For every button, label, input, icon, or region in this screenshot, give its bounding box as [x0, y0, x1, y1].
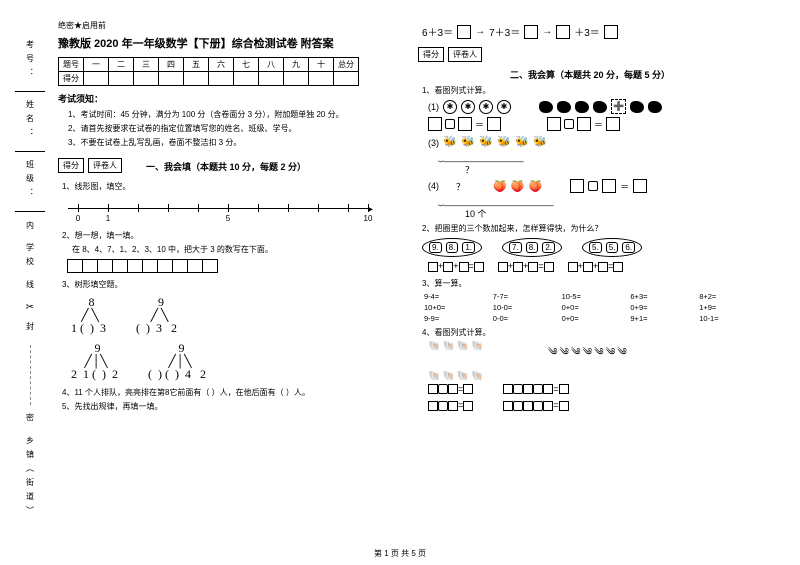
- notice-item: 3、不要在试卷上乱写乱画，卷面不整洁扣 3 分。: [68, 137, 402, 148]
- section-1-title: 一、我会填（本题共 10 分，每题 2 分）: [146, 160, 306, 173]
- seal-feng: 封: [25, 322, 36, 336]
- question-2-text: 在 8、4、7、1、2、3、10 中，把大于 3 的数写在下面。: [72, 244, 402, 255]
- seal-mi: 密: [25, 413, 36, 427]
- pic-row-3: (3): [428, 137, 762, 149]
- tree-diagrams-2: 9 ╱│╲ 2 1 ( ) 2 9 ╱│╲ ( ) ( ) 4 2: [68, 342, 402, 382]
- brace-10: ⏟______________________ 10 个: [438, 196, 762, 220]
- question-2-4: 4、看图列式计算。: [422, 327, 762, 338]
- binding-margin: 考号： 姓名： 班级： 内 学校 线 ✂ 封 密 乡镇（街道）: [10, 20, 50, 540]
- score-box: 得分: [418, 47, 444, 62]
- right-column: 6＋3＝ → 7＋3＝ → ＋3＝ 得分 评卷人 二、我会算（本题共 20 分，…: [410, 20, 770, 540]
- page-footer: 第 1 页 共 5 页: [0, 548, 800, 559]
- question-2-2: 2、把圈里的三个数加起来，怎样算得快，为什么？: [422, 223, 762, 234]
- oval-2: 7.8.2.: [502, 238, 562, 257]
- bee-icon: [443, 137, 457, 149]
- margin-class: 班级：: [25, 160, 36, 202]
- final-equations: = =: [428, 384, 762, 395]
- tree-diagrams: 8 ╱ ╲ 1 ( ) 3 9 ╱ ╲ ( ) 3 2: [68, 296, 402, 336]
- answer-grid: [68, 259, 402, 273]
- calc-grid: 9-4=7-7=10-5=6+3=8+2= 10+0=10-0=0+0=0+9=…: [424, 292, 762, 323]
- final-equations-2: = =: [428, 400, 762, 411]
- wheel-icon: ✱: [443, 100, 457, 114]
- shell-row-1: 🐚🐚🐚🐚 ༄༄༄༄༄༄༄: [428, 341, 762, 369]
- shell-icon: 🐚: [428, 341, 440, 369]
- shell-row-2: 🐚🐚🐚🐚: [428, 371, 762, 382]
- tree-9b: 9 ╱│╲ 2 1 ( ) 2: [68, 342, 118, 382]
- table-row: 得分: [59, 72, 359, 86]
- brace-q: ⏟________________ ？: [438, 152, 762, 176]
- section-header: 得分 评卷人: [418, 47, 762, 62]
- oval-3: 5.5.6.: [582, 238, 642, 257]
- duck-icon: [539, 101, 553, 113]
- equation-blank: ＝ ＝: [428, 117, 762, 131]
- notice-title: 考试须知：: [58, 92, 402, 105]
- question-3: 3、树形填空题。: [62, 279, 402, 290]
- left-column: 绝密★启用前 豫教版 2020 年一年级数学【下册】综合检测试卷 附答案 题号 …: [50, 20, 410, 540]
- three-add: ++= ++= ++=: [428, 261, 762, 272]
- arrow-icon: →: [475, 26, 485, 37]
- feather-icon: ༄: [548, 341, 558, 369]
- number-line: ▸ 0 1 5 10: [68, 196, 388, 226]
- scissors-icon: ✂: [26, 302, 34, 313]
- oval-1: 9.8.1.: [422, 238, 482, 257]
- exam-page: 考号： 姓名： 班级： 内 学校 线 ✂ 封 密 乡镇（街道） 绝密★启用前 豫…: [0, 0, 800, 565]
- section-2-title: 二、我会算（本题共 20 分，每题 5 分）: [418, 68, 762, 81]
- margin-school: 学校: [25, 243, 36, 271]
- question-2: 2、想一想，填一填。: [62, 230, 402, 241]
- grader-box: 评卷人: [88, 158, 122, 173]
- tree-8: 8 ╱ ╲ 1 ( ) 3: [68, 296, 106, 336]
- arrow-icon: →: [542, 26, 552, 37]
- tree-9a: 9 ╱ ╲ ( ) 3 2: [136, 296, 177, 336]
- oval-groups: 9.8.1. 7.8.2. 5.5.6.: [422, 238, 762, 257]
- question-4: 4、11 个人排队，亮亮排在第8它前面有（ ）人，在他后面有（ ）人。: [62, 387, 402, 398]
- question-2-1: 1、看图列式计算。: [422, 85, 762, 96]
- margin-exam-id: 考号：: [25, 40, 36, 82]
- notice-item: 1、考试时间：45 分钟，满分为 100 分（含卷面分 3 分），附加题单独 2…: [68, 109, 402, 120]
- secret-tag: 绝密★启用前: [58, 20, 402, 31]
- pic-row-1: (1) ✱✱✱✱ ➕: [428, 99, 762, 114]
- score-box: 得分: [58, 158, 84, 173]
- seal-line: 线: [25, 280, 36, 294]
- notice-item: 2、请首先按要求在试卷的指定位置填写您的姓名、班级、学号。: [68, 123, 402, 134]
- peach-icon: 🍑: [493, 180, 507, 193]
- exam-title: 豫教版 2020 年一年级数学【下册】综合检测试卷 附答案: [58, 35, 402, 51]
- seal-inner: 内: [25, 221, 36, 235]
- question-1: 1、线形图，填空。: [62, 181, 402, 192]
- grader-box: 评卷人: [448, 47, 482, 62]
- tree-9c: 9 ╱│╲ ( ) ( ) 4 2: [148, 342, 206, 382]
- pic-row-4: (4) ？ 🍑🍑🍑 ＝: [428, 179, 762, 193]
- question-2-3: 3、算一算。: [422, 278, 762, 289]
- section-header: 得分 评卷人 一、我会填（本题共 10 分，每题 2 分）: [58, 154, 402, 177]
- chain-equation: 6＋3＝ → 7＋3＝ → ＋3＝: [422, 24, 762, 39]
- score-table: 题号 一 二 三 四 五 六 七 八 九 十 总分 得分: [58, 57, 359, 86]
- table-row: 题号 一 二 三 四 五 六 七 八 九 十 总分: [59, 58, 359, 72]
- question-5: 5、先找出规律，再填一填。: [62, 401, 402, 412]
- margin-name: 姓名：: [25, 100, 36, 142]
- margin-town: 乡镇（街道）: [25, 436, 36, 520]
